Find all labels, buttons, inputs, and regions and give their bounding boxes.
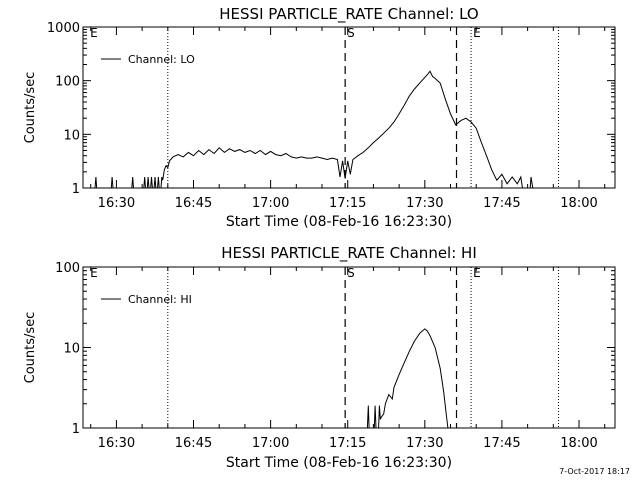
x-tick-label: 17:30 [406,196,443,211]
x-tick-label: 17:30 [406,436,443,451]
series-line [366,328,449,429]
x-tick-label: 18:00 [560,196,597,211]
chart-panel-0: HESSI PARTICLE_RATE Channel: LO 1 10 100 100… [23,5,616,230]
x-axis-label: Start Time (08-Feb-16 16:23:30) [226,214,452,230]
footer-timestamp: 7-Oct-2017 18:17 [559,467,630,476]
x-axis-label: Start Time (08-Feb-16 16:23:30) [226,455,452,471]
legend-label: Channel: LO [128,53,195,66]
x-tick-label: 17:15 [329,196,366,211]
x-tick-label: 17:00 [252,436,289,451]
marker-label-e: E [473,266,481,280]
x-tick-label: 17:15 [329,436,366,451]
y-tick-label: 10 [63,342,80,357]
chart-title: HESSI PARTICLE_RATE Channel: HI [221,244,477,263]
marker-label-e: E [90,26,98,40]
plot-frame [82,266,616,429]
series-line [94,70,534,189]
x-tick-label: 16:45 [175,196,212,211]
y-tick-label: 100 [55,261,80,276]
x-tick-label: 16:45 [175,436,212,451]
x-tick-label: 17:45 [483,436,520,451]
x-tick-label: 16:30 [98,196,135,211]
y-tick-label: 10 [63,128,80,143]
y-axis-label: Counts/sec [23,72,38,144]
plot-frame [82,26,616,189]
marker-label-e: E [473,26,481,40]
y-tick-label: 1 [72,182,80,197]
chart-panel-1: HESSI PARTICLE_RATE Channel: HI 1 10 100 16:… [23,244,616,471]
y-tick-label: 1 [72,422,80,437]
x-tick-label: 18:00 [560,436,597,451]
x-tick-label: 17:45 [483,196,520,211]
x-tick-label: 17:00 [252,196,289,211]
x-tick-label: 16:30 [98,436,135,451]
marker-label-s: S [347,26,355,40]
legend-label: Channel: HI [128,293,192,306]
chart-title: HESSI PARTICLE_RATE Channel: LO [219,5,478,24]
marker-label-e: E [90,266,98,280]
y-tick-label: 1000 [47,21,80,36]
marker-label-s: S [347,266,355,280]
y-tick-label: 100 [55,75,80,90]
y-axis-label: Counts/sec [23,312,38,384]
